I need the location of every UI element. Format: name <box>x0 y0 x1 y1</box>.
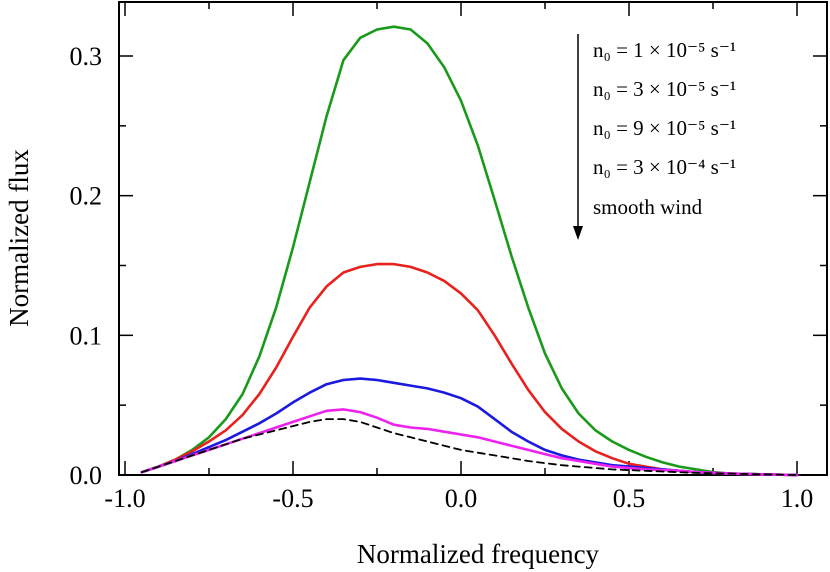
series-line-4 <box>140 408 799 477</box>
x-tick-label: -0.5 <box>272 484 313 513</box>
legend-entry-2: n₀ = 3 × 10⁻⁵ s⁻¹ <box>593 77 736 101</box>
x-tick-label: 0.5 <box>613 484 646 513</box>
y-tick-label: 0.0 <box>70 461 103 490</box>
y-axis-label: Normalized flux <box>4 149 34 327</box>
y-tick-label: 0.2 <box>70 182 103 211</box>
x-tick-label: 1.0 <box>781 484 814 513</box>
legend-entry-4: n₀ = 3 × 10⁻⁴ s⁻¹ <box>593 155 736 179</box>
series-line-1 <box>140 25 799 477</box>
axis-ticks: -1.0 -0.5 0.0 0.5 1.0 0.0 0.1 0.2 0.3 <box>70 2 827 513</box>
y-tick-label: 0.3 <box>70 42 103 71</box>
x-tick-label: 0.0 <box>445 484 478 513</box>
legend-arrow-head <box>573 226 583 240</box>
series-lines <box>140 25 799 477</box>
legend-entry-5: smooth wind <box>593 195 703 219</box>
legend-entry-3: n₀ = 9 × 10⁻⁵ s⁻¹ <box>593 116 736 140</box>
x-tick-label: -1.0 <box>104 484 145 513</box>
series-line-3 <box>140 377 799 477</box>
x-axis-label: Normalized frequency <box>357 539 600 569</box>
series-line-2 <box>140 262 799 477</box>
legend: n₀ = 1 × 10⁻⁵ s⁻¹ n₀ = 3 × 10⁻⁵ s⁻¹ n₀ =… <box>573 34 736 240</box>
legend-entry-1: n₀ = 1 × 10⁻⁵ s⁻¹ <box>593 38 736 62</box>
y-tick-label: 0.1 <box>70 321 103 350</box>
series-line-5 <box>140 418 798 476</box>
plot-frame <box>118 1 828 476</box>
